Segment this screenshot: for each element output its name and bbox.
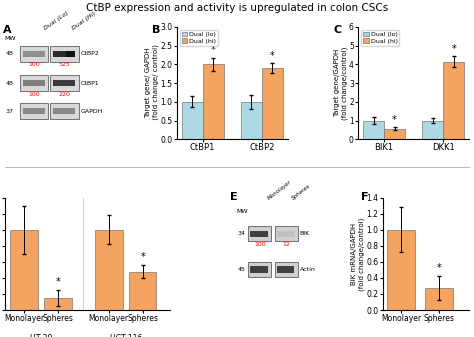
Text: *: *: [392, 115, 397, 125]
Bar: [250, 231, 268, 237]
Y-axis label: Target gene/ GAPDH
 (fold change/ control): Target gene/ GAPDH (fold change/ control…: [146, 44, 159, 122]
Text: CtBP1: CtBP1: [81, 81, 100, 86]
Bar: [182, 102, 202, 139]
Bar: [23, 108, 45, 114]
Text: 37: 37: [6, 109, 14, 114]
Text: 12: 12: [283, 242, 290, 247]
Bar: [277, 267, 294, 273]
Text: *: *: [270, 51, 274, 61]
Bar: [425, 288, 453, 310]
Bar: [202, 64, 224, 139]
Bar: [20, 75, 48, 91]
Text: *: *: [451, 44, 456, 54]
Bar: [23, 51, 45, 57]
Y-axis label: BIK mRNA/GAPDH
(fold change/control): BIK mRNA/GAPDH (fold change/control): [351, 217, 365, 290]
Bar: [248, 226, 272, 241]
Bar: [50, 103, 79, 119]
Legend: Dual (lo), Dual (hi): Dual (lo), Dual (hi): [361, 30, 400, 45]
Bar: [250, 267, 268, 273]
Text: 525: 525: [59, 62, 71, 67]
Text: Monolayer: Monolayer: [266, 179, 292, 201]
Bar: [248, 262, 272, 277]
Text: CtBP expression and activity is upregulated in colon CSCs: CtBP expression and activity is upregula…: [86, 3, 388, 13]
Text: Actin: Actin: [300, 267, 316, 272]
Text: 220: 220: [59, 92, 71, 97]
Text: MW: MW: [236, 209, 247, 214]
Bar: [275, 226, 298, 241]
Bar: [277, 231, 294, 237]
Bar: [275, 262, 298, 277]
Text: HCT 116: HCT 116: [109, 334, 142, 337]
Text: *: *: [55, 277, 60, 287]
Text: *: *: [140, 252, 145, 262]
Bar: [10, 230, 37, 310]
Bar: [44, 298, 72, 310]
Bar: [20, 103, 48, 119]
Text: E: E: [230, 192, 237, 202]
Legend: Dual (lo), Dual (hi): Dual (lo), Dual (hi): [180, 30, 218, 45]
Bar: [23, 80, 45, 86]
Text: B: B: [152, 25, 160, 35]
Bar: [422, 121, 443, 139]
Bar: [384, 129, 405, 139]
Bar: [53, 108, 75, 114]
Bar: [53, 80, 75, 86]
Text: 48: 48: [6, 81, 14, 86]
Bar: [129, 272, 156, 310]
Bar: [95, 230, 122, 310]
Text: Dual (Lo): Dual (Lo): [43, 11, 70, 31]
Text: C: C: [334, 25, 342, 35]
Text: 34: 34: [237, 231, 246, 236]
Text: Spheres: Spheres: [292, 183, 312, 201]
Text: *: *: [211, 45, 216, 55]
Text: F: F: [361, 192, 368, 202]
Text: A: A: [3, 25, 11, 35]
Bar: [20, 46, 48, 62]
Text: Dual (Hi): Dual (Hi): [71, 11, 97, 31]
Bar: [241, 102, 262, 139]
Bar: [363, 121, 384, 139]
Text: 100: 100: [254, 242, 265, 247]
Bar: [50, 46, 79, 62]
Text: GAPDH: GAPDH: [81, 109, 103, 114]
Bar: [262, 68, 283, 139]
Text: 48: 48: [6, 52, 14, 56]
Bar: [443, 62, 464, 139]
Text: CtBP2: CtBP2: [81, 52, 100, 56]
Text: 100: 100: [28, 92, 40, 97]
Text: *: *: [437, 263, 441, 273]
Text: 100: 100: [28, 62, 40, 67]
Bar: [50, 75, 79, 91]
Text: HT 29: HT 29: [30, 334, 52, 337]
Text: BIK: BIK: [300, 231, 310, 236]
Y-axis label: Target gene/GAPDH
(fold change/control): Target gene/GAPDH (fold change/control): [334, 47, 347, 120]
Text: 45: 45: [238, 267, 246, 272]
Text: MW: MW: [4, 36, 16, 41]
Bar: [53, 51, 75, 57]
Bar: [387, 230, 415, 310]
Bar: [66, 51, 75, 57]
